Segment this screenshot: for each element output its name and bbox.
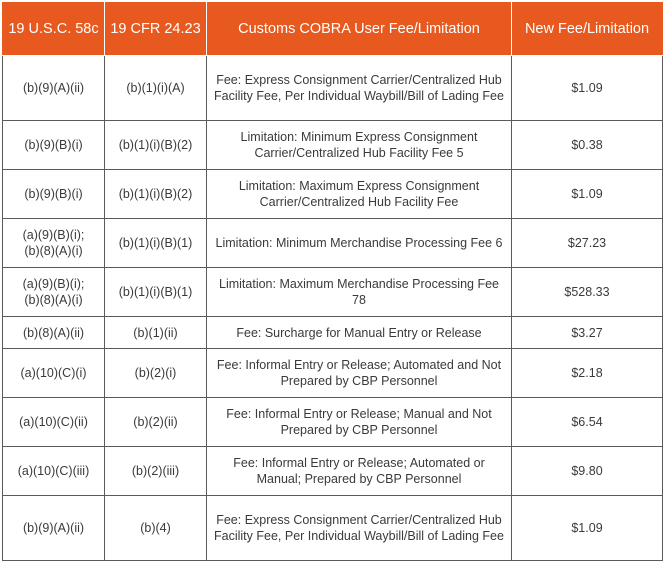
cfr-cell: (b)(1)(i)(B)(1) [104, 218, 207, 268]
fee-cell: $3.27 [511, 316, 663, 349]
table-row: (b)(9)(B)(i) (b)(1)(i)(B)(2) Limitation:… [2, 120, 663, 170]
table-row: (a)(10)(C)(ii) (b)(2)(ii) Fee: Informal … [2, 397, 663, 447]
description-cell: Fee: Informal Entry or Release; Automate… [206, 446, 512, 496]
table-row: (a)(10)(C)(iii) (b)(2)(iii) Fee: Informa… [2, 446, 663, 496]
table-row: (b)(8)(A)(ii) (b)(1)(ii) Fee: Surcharge … [2, 316, 663, 349]
fee-table-container: 19 U.S.C. 58c 19 CFR 24.23 Customs COBRA… [2, 2, 663, 561]
usc-cell: (b)(9)(B)(i) [2, 169, 105, 219]
cfr-cell: (b)(1)(i)(B)(2) [104, 120, 207, 170]
fee-cell: $0.38 [511, 120, 663, 170]
fee-cell: $528.33 [511, 267, 663, 317]
cfr-cell: (b)(1)(i)(A) [104, 55, 207, 121]
description-cell: Limitation: Maximum Express Consignment … [206, 169, 512, 219]
cfr-cell: (b)(2)(i) [104, 348, 207, 398]
usc-cell: (a)(9)(B)(i); (b)(8)(A)(i) [2, 218, 105, 268]
description-cell: Fee: Informal Entry or Release; Manual a… [206, 397, 512, 447]
usc-cell: (b)(8)(A)(ii) [2, 316, 105, 349]
cobra-fee-table: 19 U.S.C. 58c 19 CFR 24.23 Customs COBRA… [2, 2, 663, 561]
cfr-cell: (b)(1)(ii) [104, 316, 207, 349]
header-description: Customs COBRA User Fee/Limitation [206, 2, 512, 56]
table-row: (b)(9)(A)(ii) (b)(1)(i)(A) Fee: Express … [2, 55, 663, 121]
header-new-fee: New Fee/Limitation [511, 2, 663, 56]
description-cell: Fee: Surcharge for Manual Entry or Relea… [206, 316, 512, 349]
cfr-cell: (b)(1)(i)(B)(2) [104, 169, 207, 219]
fee-cell: $1.09 [511, 55, 663, 121]
usc-cell: (b)(9)(A)(ii) [2, 55, 105, 121]
description-cell: Fee: Informal Entry or Release; Automate… [206, 348, 512, 398]
fee-cell: $1.09 [511, 495, 663, 561]
fee-cell: $27.23 [511, 218, 663, 268]
table-row: (a)(10)(C)(i) (b)(2)(i) Fee: Informal En… [2, 348, 663, 398]
usc-cell: (b)(9)(A)(ii) [2, 495, 105, 561]
description-cell: Limitation: Maximum Merchandise Processi… [206, 267, 512, 317]
cfr-cell: (b)(1)(i)(B)(1) [104, 267, 207, 317]
description-cell: Limitation: Minimum Merchandise Processi… [206, 218, 512, 268]
description-cell: Fee: Express Consignment Carrier/Central… [206, 495, 512, 561]
cfr-cell: (b)(2)(ii) [104, 397, 207, 447]
table-row: (b)(9)(A)(ii) (b)(4) Fee: Express Consig… [2, 495, 663, 561]
description-cell: Limitation: Minimum Express Consignment … [206, 120, 512, 170]
table-row: (a)(9)(B)(i); (b)(8)(A)(i) (b)(1)(i)(B)(… [2, 267, 663, 317]
table-row: (b)(9)(B)(i) (b)(1)(i)(B)(2) Limitation:… [2, 169, 663, 219]
cfr-cell: (b)(4) [104, 495, 207, 561]
usc-cell: (b)(9)(B)(i) [2, 120, 105, 170]
description-cell: Fee: Express Consignment Carrier/Central… [206, 55, 512, 121]
fee-cell: $9.80 [511, 446, 663, 496]
header-cfr: 19 CFR 24.23 [104, 2, 207, 56]
table-header-row: 19 U.S.C. 58c 19 CFR 24.23 Customs COBRA… [2, 2, 663, 56]
cfr-cell: (b)(2)(iii) [104, 446, 207, 496]
usc-cell: (a)(10)(C)(ii) [2, 397, 105, 447]
fee-cell: $1.09 [511, 169, 663, 219]
usc-cell: (a)(10)(C)(i) [2, 348, 105, 398]
fee-cell: $6.54 [511, 397, 663, 447]
usc-cell: (a)(10)(C)(iii) [2, 446, 105, 496]
header-usc: 19 U.S.C. 58c [2, 2, 105, 56]
usc-cell: (a)(9)(B)(i); (b)(8)(A)(i) [2, 267, 105, 317]
fee-cell: $2.18 [511, 348, 663, 398]
table-row: (a)(9)(B)(i); (b)(8)(A)(i) (b)(1)(i)(B)(… [2, 218, 663, 268]
